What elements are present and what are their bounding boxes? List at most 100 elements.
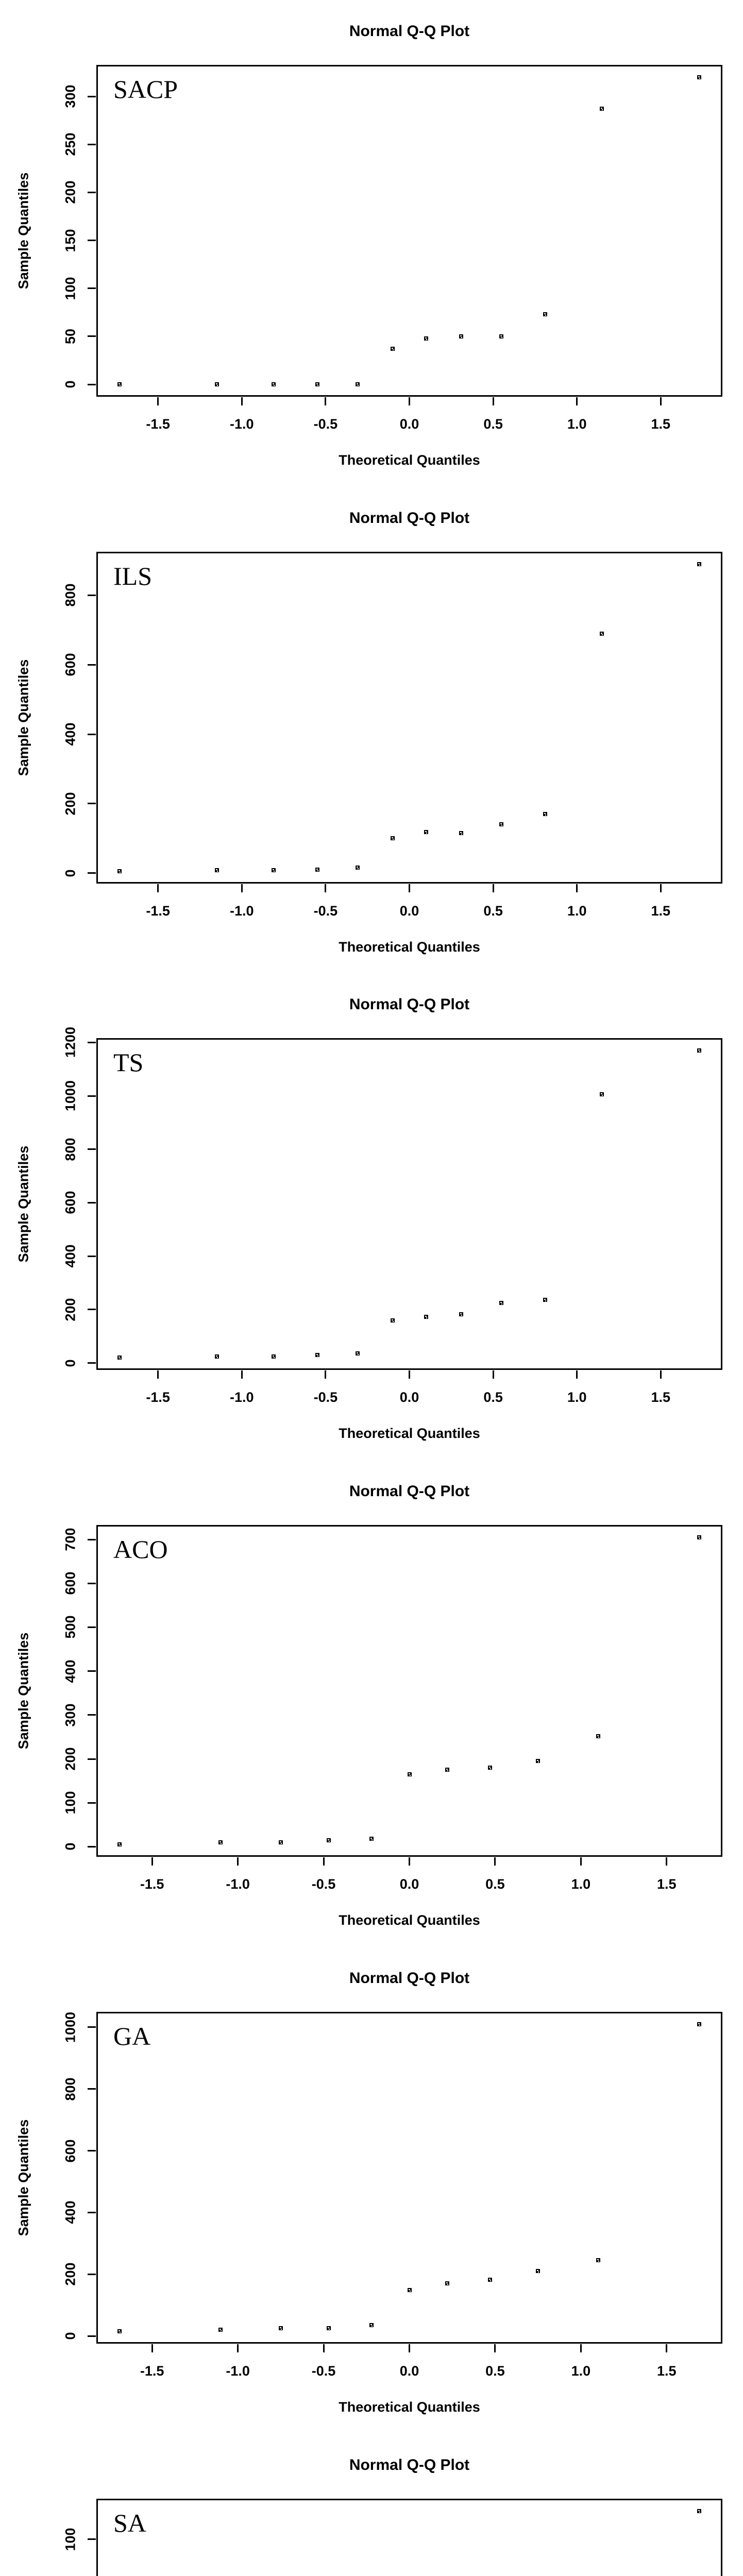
x-axis-tick <box>157 1370 159 1379</box>
data-point <box>424 830 429 834</box>
x-tick-label: 0.5 <box>483 1389 503 1405</box>
y-tick-label: 200 <box>62 180 78 204</box>
data-point <box>369 2323 374 2328</box>
y-axis-label: Sample Quantiles <box>15 1632 31 1750</box>
y-tick-label: 1000 <box>62 2011 78 2043</box>
y-tick-label: 800 <box>62 2077 78 2101</box>
data-point <box>117 382 122 387</box>
data-point <box>487 1766 492 1770</box>
x-tick-label: 1.0 <box>567 416 587 432</box>
qq-plot-panel-ts: Normal Q-Q Plot Sample Quantiles TS -1.5 -1.… <box>0 973 743 1460</box>
x-axis-tick <box>494 1857 496 1866</box>
x-axis-tick <box>237 1857 239 1866</box>
series-corner-label: SACP <box>113 75 178 104</box>
y-axis-tick <box>88 803 96 805</box>
qq-plot-panel-ga: Normal Q-Q Plot Sample Quantiles GA -1.5 -1.… <box>0 1947 743 2433</box>
data-point <box>272 1354 276 1359</box>
y-tick-label: 800 <box>62 1138 78 1161</box>
y-axis-label: Sample Quantiles <box>15 172 31 290</box>
series-corner-label: ILS <box>113 562 152 590</box>
x-axis-tick <box>157 397 159 405</box>
x-axis-tick <box>409 1370 410 1379</box>
x-axis-tick <box>151 1857 153 1866</box>
y-tick-label: 300 <box>62 1703 78 1727</box>
data-point <box>596 2258 600 2263</box>
y-axis-tick <box>88 1626 96 1628</box>
y-tick-label: 400 <box>62 1659 78 1683</box>
x-axis-tick <box>409 397 410 405</box>
y-tick-label: 600 <box>62 1571 78 1595</box>
x-tick-label: -1.0 <box>230 416 254 432</box>
y-tick-label: 250 <box>62 132 78 156</box>
data-point <box>315 867 319 872</box>
y-tick-label: 400 <box>62 1244 78 1268</box>
x-tick-label: -0.5 <box>313 416 338 432</box>
x-tick-label: -0.5 <box>313 903 338 919</box>
y-tick-label: 700 <box>62 1528 78 1551</box>
data-point <box>543 1297 547 1302</box>
plot-box <box>96 1038 722 1370</box>
x-axis-tick <box>325 397 327 405</box>
x-axis-tick <box>241 884 243 892</box>
plot-box <box>96 65 722 397</box>
x-axis-tick <box>666 2344 668 2352</box>
x-tick-label: 1.5 <box>651 416 671 432</box>
data-point <box>697 1535 702 1539</box>
data-point <box>459 1312 464 1317</box>
x-axis-tick <box>660 884 662 892</box>
x-tick-label: 0.5 <box>485 1876 505 1892</box>
x-tick-label: -0.5 <box>311 1876 336 1892</box>
y-axis-tick <box>88 1845 96 1848</box>
data-point <box>355 866 360 870</box>
qq-plot-panel-aco: Normal Q-Q Plot Sample Quantiles ACO -1.5 -1… <box>0 1460 743 1946</box>
data-point <box>214 868 219 873</box>
y-axis-tick <box>88 1714 96 1716</box>
y-tick-label: 200 <box>62 1298 78 1321</box>
y-tick-label: 800 <box>62 583 78 607</box>
x-tick-label: -1.0 <box>230 903 254 919</box>
x-axis-tick <box>409 2344 410 2352</box>
data-point <box>487 2278 492 2282</box>
x-axis-tick <box>492 1370 494 1379</box>
x-axis-label: Theoretical Quantiles <box>339 452 480 468</box>
x-axis-tick <box>576 397 578 405</box>
data-point <box>697 2509 701 2514</box>
data-point <box>543 811 547 816</box>
x-axis-tick <box>241 1370 243 1379</box>
y-tick-label: 150 <box>62 229 78 252</box>
x-tick-label: 1.0 <box>567 903 587 919</box>
y-axis-tick <box>88 2026 96 2028</box>
x-axis-tick <box>492 884 494 892</box>
x-axis-tick <box>580 1857 582 1866</box>
x-tick-label: -1.5 <box>146 416 170 432</box>
x-tick-label: 0.0 <box>399 1389 419 1405</box>
data-point <box>117 1842 122 1847</box>
y-axis-tick <box>88 872 96 874</box>
data-point <box>596 1734 600 1738</box>
series-corner-label: TS <box>113 1048 144 1077</box>
data-point <box>355 382 360 387</box>
y-axis-tick <box>88 1538 96 1540</box>
data-point <box>697 562 702 566</box>
y-axis-tick <box>88 1148 96 1150</box>
x-axis-tick <box>237 2344 239 2352</box>
y-axis-tick <box>88 1201 96 1204</box>
x-tick-label: -1.0 <box>226 2363 250 2379</box>
y-axis-label: Sample Quantiles <box>15 1145 31 1263</box>
data-point <box>315 1352 319 1357</box>
x-axis-label: Theoretical Quantiles <box>339 1426 480 1441</box>
x-axis-label: Theoretical Quantiles <box>339 939 480 955</box>
plot-box <box>96 552 722 884</box>
plot-title: Normal Q-Q Plot <box>349 1483 470 1500</box>
x-tick-label: 1.0 <box>567 1389 587 1405</box>
x-axis-tick <box>325 884 327 892</box>
x-axis-tick <box>580 2344 582 2352</box>
data-point <box>327 2326 331 2331</box>
x-axis-tick <box>660 397 662 405</box>
y-tick-label: 0 <box>62 380 78 388</box>
data-point <box>117 2329 122 2334</box>
plot-title: Normal Q-Q Plot <box>349 23 470 40</box>
y-axis-tick <box>88 1041 96 1043</box>
x-tick-label: -1.0 <box>226 1876 250 1892</box>
x-tick-label: 0.5 <box>483 416 503 432</box>
